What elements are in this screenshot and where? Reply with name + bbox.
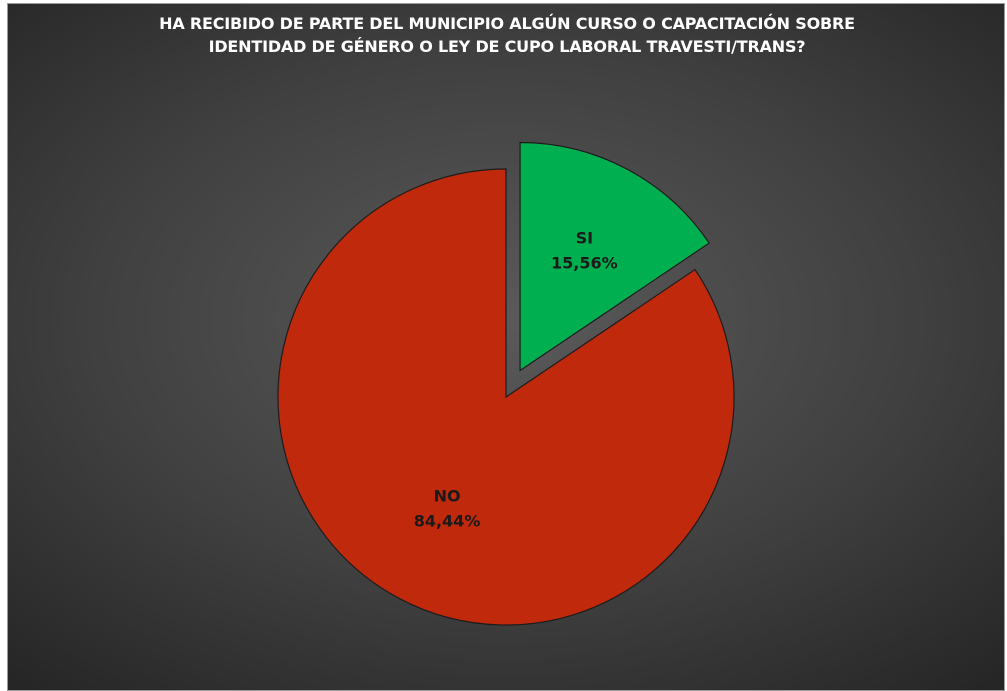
pie-chart: SI 15,56% NO 84,44% xyxy=(277,141,735,626)
slice-label-si: SI xyxy=(576,229,593,248)
pie-slice-si xyxy=(519,141,710,372)
chart-title: HA RECIBIDO DE PARTE DEL MUNICIPIO ALGÚN… xyxy=(8,12,1004,58)
chart-frame: HA RECIBIDO DE PARTE DEL MUNICIPIO ALGÚN… xyxy=(7,3,1005,691)
chart-title-line-2: IDENTIDAD DE GÉNERO O LEY DE CUPO LABORA… xyxy=(208,37,806,56)
pie-slice-no xyxy=(277,168,735,626)
slice-label-no: NO xyxy=(434,487,461,506)
slice-value-no: 84,44% xyxy=(414,512,481,531)
slice-value-si: 15,56% xyxy=(551,254,618,273)
chart-title-line-1: HA RECIBIDO DE PARTE DEL MUNICIPIO ALGÚN… xyxy=(159,14,855,33)
